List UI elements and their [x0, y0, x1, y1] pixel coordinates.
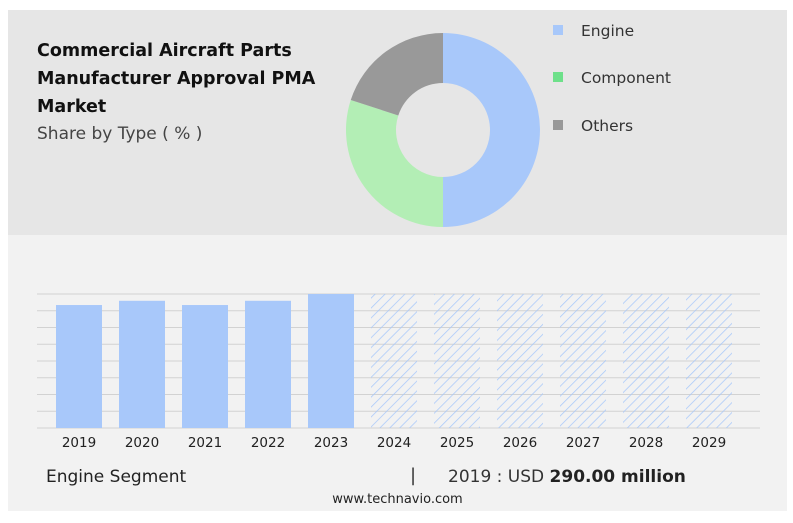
x-tick-label: 2027	[566, 435, 600, 451]
legend-item-others: Others	[553, 117, 633, 135]
donut-slice-component	[346, 100, 443, 227]
legend-swatch	[553, 120, 563, 130]
chart-title: Commercial Aircraft Parts Manufacturer A…	[37, 41, 316, 117]
legend-swatch	[553, 72, 563, 82]
legend-label: Engine	[581, 22, 635, 40]
x-tick-label: 2026	[503, 435, 537, 451]
donut-slice-engine	[443, 33, 540, 227]
legend-label: Component	[581, 69, 671, 87]
bar-2020	[119, 300, 165, 428]
legend-swatch	[553, 25, 563, 35]
bar-forecast-2029	[686, 294, 732, 428]
donut-panel: Commercial Aircraft Parts Manufacturer A…	[8, 10, 787, 235]
chart-subtitle: Share by Type ( % )	[37, 124, 203, 144]
separator: |	[410, 465, 417, 486]
bar-chart: 2019 2020 2021 2022 2023 2024 2025 2026 2027 2028…	[37, 293, 760, 451]
segment-value: 2019 : USD 290.00 million	[448, 467, 686, 487]
donut-chart	[346, 33, 540, 227]
x-tick-label: 2021	[188, 435, 222, 451]
legend-label: Others	[581, 117, 634, 135]
x-tick-label: 2019	[62, 435, 96, 451]
x-tick-label: 2025	[440, 435, 474, 451]
x-tick-label: 2022	[251, 435, 285, 451]
bar-2023	[308, 294, 354, 428]
bar-forecast-2025	[434, 294, 480, 428]
bar-2019	[56, 305, 102, 428]
bar-2021	[182, 305, 228, 428]
bar-forecast-2028	[623, 294, 669, 428]
x-tick-label: 2020	[125, 435, 159, 451]
bar-forecast-2026	[497, 294, 543, 428]
value-prefix: 2019 : USD	[448, 467, 545, 487]
segment-label: Engine Segment	[46, 467, 187, 487]
value-amount: 290.00 million	[549, 467, 686, 487]
bar-forecast-2024	[371, 294, 417, 428]
legend: Engine Component Others	[553, 22, 753, 142]
x-tick-label: 2029	[692, 435, 726, 451]
donut-slice-others	[350, 33, 443, 116]
x-tick-label: 2023	[314, 435, 348, 451]
bar-2022	[245, 300, 291, 428]
x-tick-label: 2028	[629, 435, 663, 451]
source-link[interactable]: www.technavio.com	[332, 492, 463, 507]
x-tick-label: 2024	[377, 435, 411, 451]
bar-forecast-2027	[560, 294, 606, 428]
legend-item-component: Component	[553, 69, 671, 87]
legend-item-engine: Engine	[553, 22, 634, 40]
bar-panel: 2019 2020 2021 2022 2023 2024 2025 2026 2027 2028…	[8, 235, 787, 511]
